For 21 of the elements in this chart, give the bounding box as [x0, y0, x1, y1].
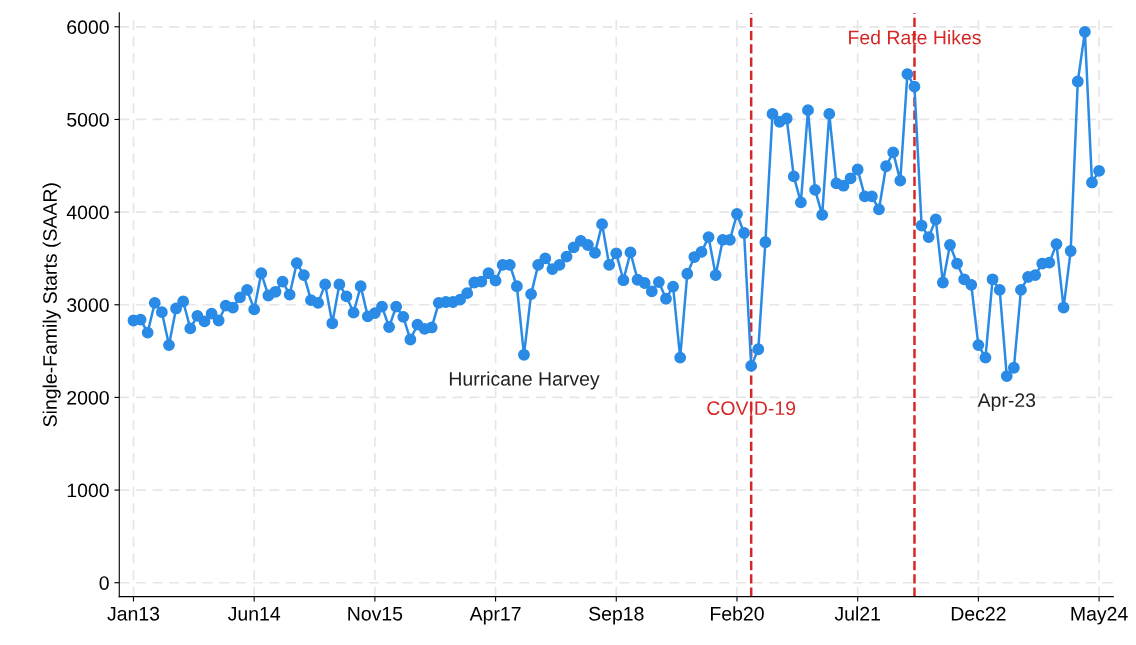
x-tick-label: Feb20 — [711, 606, 764, 621]
annotation: Apr-23 — [977, 393, 1036, 411]
y-tick-label: 5000 — [67, 112, 109, 127]
annotation: Hurricane Harvey — [449, 371, 600, 390]
y-axis-title: Single-Family Starts (SAAR) — [42, 183, 61, 427]
ref-line-label: COVID-19 — [707, 401, 796, 416]
y-tick-label: 1000 — [67, 483, 109, 498]
y-tick-label: 4000 — [66, 205, 109, 220]
y-tick-label: 3000 — [67, 298, 109, 312]
x-tick-label: Jan13 — [107, 606, 160, 621]
y-tick-label: 2000 — [67, 390, 109, 405]
x-tick-label: Dec22 — [951, 606, 1006, 621]
y-tick-label: 0 — [99, 576, 109, 590]
x-tick-label: Apr17 — [469, 607, 521, 625]
x-tick-label: Jun14 — [228, 607, 281, 621]
ref-line-label: Fed Rate Hikes — [849, 30, 981, 45]
x-tick-label: Sep18 — [589, 606, 644, 625]
x-tick-label: Nov15 — [348, 607, 403, 621]
x-tick-label: Jul21 — [834, 606, 880, 621]
y-tick-label: 6000 — [67, 20, 109, 35]
x-tick-label: May24 — [1071, 606, 1128, 625]
